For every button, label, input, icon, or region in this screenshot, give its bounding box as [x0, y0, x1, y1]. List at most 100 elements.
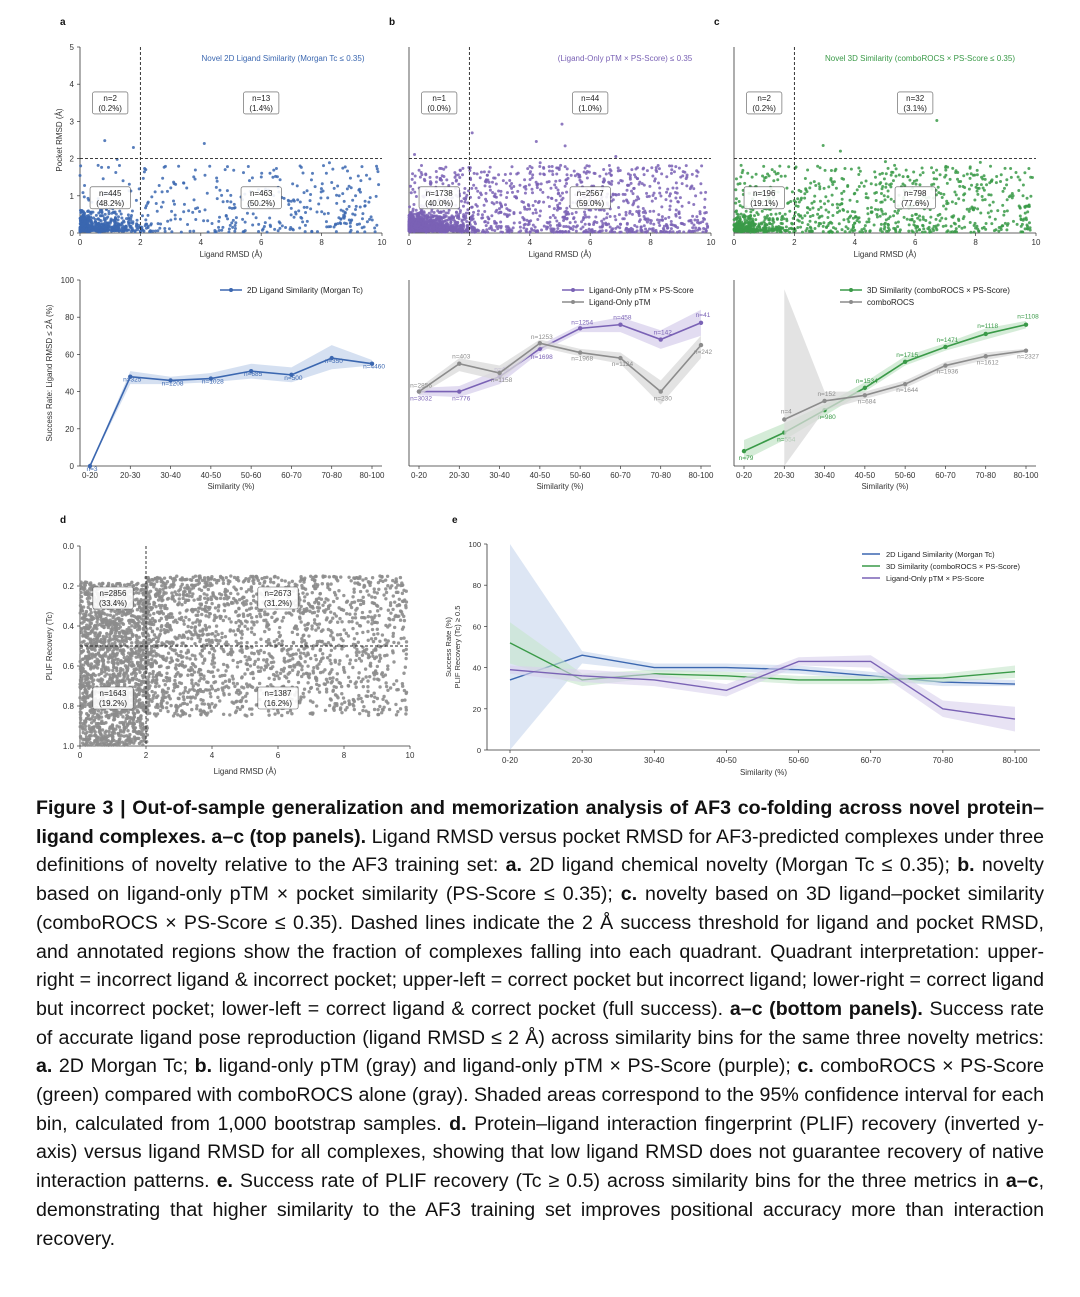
data-point: [277, 630, 281, 635]
data-point: [412, 202, 416, 206]
data-point: [432, 224, 436, 228]
data-point: [428, 175, 432, 179]
ci-band: [784, 289, 1026, 466]
quadrant-label-box: [569, 186, 611, 210]
data-point: [538, 209, 542, 213]
data-point: [539, 188, 543, 192]
data-point: [345, 169, 349, 173]
data-point: [142, 170, 146, 174]
data-point: [869, 210, 873, 214]
data-point: [322, 212, 326, 216]
data-point: [342, 199, 346, 203]
data-point: [772, 179, 776, 183]
data-point: [575, 183, 579, 187]
data-point: [172, 202, 176, 206]
data-point: [250, 712, 254, 717]
data-point: [835, 202, 839, 206]
data-point: [842, 208, 846, 212]
data-point: [137, 187, 141, 191]
data-point: [741, 205, 745, 209]
data-point: [840, 197, 844, 201]
point-n-label: n=2856: [410, 383, 432, 390]
data-point: [362, 704, 366, 709]
data-point: [465, 193, 469, 197]
data-point: [358, 190, 362, 194]
data-point: [164, 706, 169, 710]
x-tick-label: 20-30: [120, 471, 141, 480]
data-point: [642, 173, 646, 177]
data-point: [755, 226, 759, 230]
data-point: [91, 228, 95, 232]
data-point: [126, 213, 130, 217]
data-point: [503, 172, 507, 176]
data-point: [875, 213, 879, 217]
data-point: [654, 196, 658, 200]
data-point: [82, 195, 86, 199]
data-point: [354, 658, 358, 663]
data-point: [265, 230, 269, 234]
point-n-label: n=4: [781, 409, 792, 416]
data-point: [989, 164, 993, 168]
y-tick-label: 2: [70, 155, 75, 164]
data-point: [438, 166, 442, 170]
x-axis-label: Ligand RMSD (Å): [854, 250, 917, 259]
data-point: [356, 676, 361, 680]
data-point: [423, 228, 427, 232]
x-tick-label: 0-20: [736, 471, 753, 480]
data-point: [103, 212, 107, 216]
series-point: [782, 417, 787, 422]
data-point: [458, 168, 462, 172]
point-n-label: n=350: [325, 358, 344, 365]
data-point: [891, 179, 895, 183]
data-point: [999, 173, 1003, 177]
data-point: [331, 167, 335, 171]
data-point: [241, 171, 245, 175]
data-point: [537, 200, 541, 204]
data-point: [704, 190, 708, 194]
data-point: [456, 220, 460, 224]
data-point: [354, 204, 358, 208]
data-point: [560, 198, 564, 202]
data-point: [962, 198, 966, 202]
data-point: [368, 217, 372, 221]
data-point: [699, 191, 703, 195]
data-point: [484, 224, 488, 228]
data-point: [1007, 195, 1011, 199]
data-point: [879, 227, 883, 231]
data-point: [499, 224, 503, 228]
data-point: [182, 210, 186, 214]
data-point: [883, 160, 887, 164]
data-point: [699, 221, 703, 225]
data-point: [829, 169, 833, 173]
data-point: [302, 205, 306, 209]
data-point: [282, 196, 286, 200]
data-point: [170, 230, 174, 234]
data-point: [857, 166, 861, 170]
data-point: [625, 188, 629, 192]
series-point: [862, 385, 868, 391]
data-point: [320, 582, 325, 586]
data-point: [660, 215, 664, 219]
data-point: [366, 685, 370, 689]
point-n-label: n=1108: [1017, 314, 1039, 321]
data-point: [461, 166, 465, 170]
data-point: [783, 212, 787, 216]
data-point: [530, 187, 534, 191]
data-point: [444, 165, 448, 169]
data-point: [106, 165, 110, 169]
data-point: [601, 180, 605, 184]
data-point: [920, 230, 924, 234]
data-point: [823, 202, 827, 206]
data-point: [608, 225, 612, 229]
data-point: [999, 228, 1003, 232]
data-point: [820, 214, 824, 218]
data-point: [918, 228, 922, 232]
data-point: [522, 218, 526, 222]
data-point: [143, 166, 147, 170]
data-point: [567, 230, 571, 234]
data-point: [363, 667, 368, 671]
data-point: [894, 221, 898, 225]
data-point: [647, 194, 651, 198]
data-point: [869, 206, 873, 210]
data-point: [178, 217, 182, 221]
